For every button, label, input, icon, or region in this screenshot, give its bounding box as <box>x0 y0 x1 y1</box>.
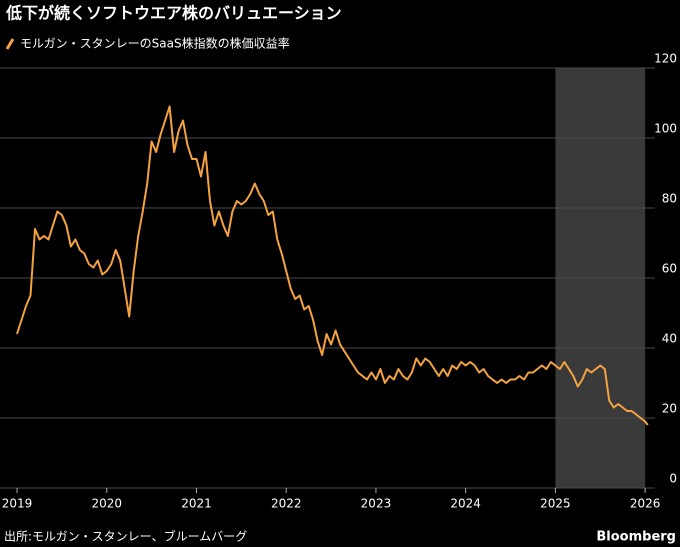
legend-swatch <box>5 38 15 50</box>
series-line <box>16 105 649 426</box>
x-tick-label: 2026 <box>630 497 661 511</box>
x-tick-label: 2025 <box>540 497 571 511</box>
y-tick-label: 20 <box>662 402 677 416</box>
x-tick-label: 2019 <box>2 497 33 511</box>
source: 出所:モルガン・スタンレー、ブルームバーグ <box>4 529 247 544</box>
x-tick-label: 2024 <box>450 497 481 511</box>
x-tick-label: 2020 <box>92 497 123 511</box>
y-tick-label: 60 <box>662 262 677 276</box>
y-tick-label: 80 <box>662 192 677 206</box>
chart-title: 低下が続くソフトウエア株のバリュエーション <box>5 4 342 23</box>
legend-label: モルガン・スタンレーのSaaS株指数の株価収益率 <box>20 36 290 51</box>
y-tick-label: 120 <box>654 52 677 66</box>
brand: Bloomberg <box>596 530 676 545</box>
y-tick-label: 40 <box>662 332 677 346</box>
x-tick-label: 2022 <box>271 497 302 511</box>
y-tick-label: 0 <box>669 472 677 486</box>
x-tick-label: 2021 <box>181 497 212 511</box>
y-tick-label: 100 <box>654 122 677 136</box>
x-tick-label: 2023 <box>361 497 392 511</box>
